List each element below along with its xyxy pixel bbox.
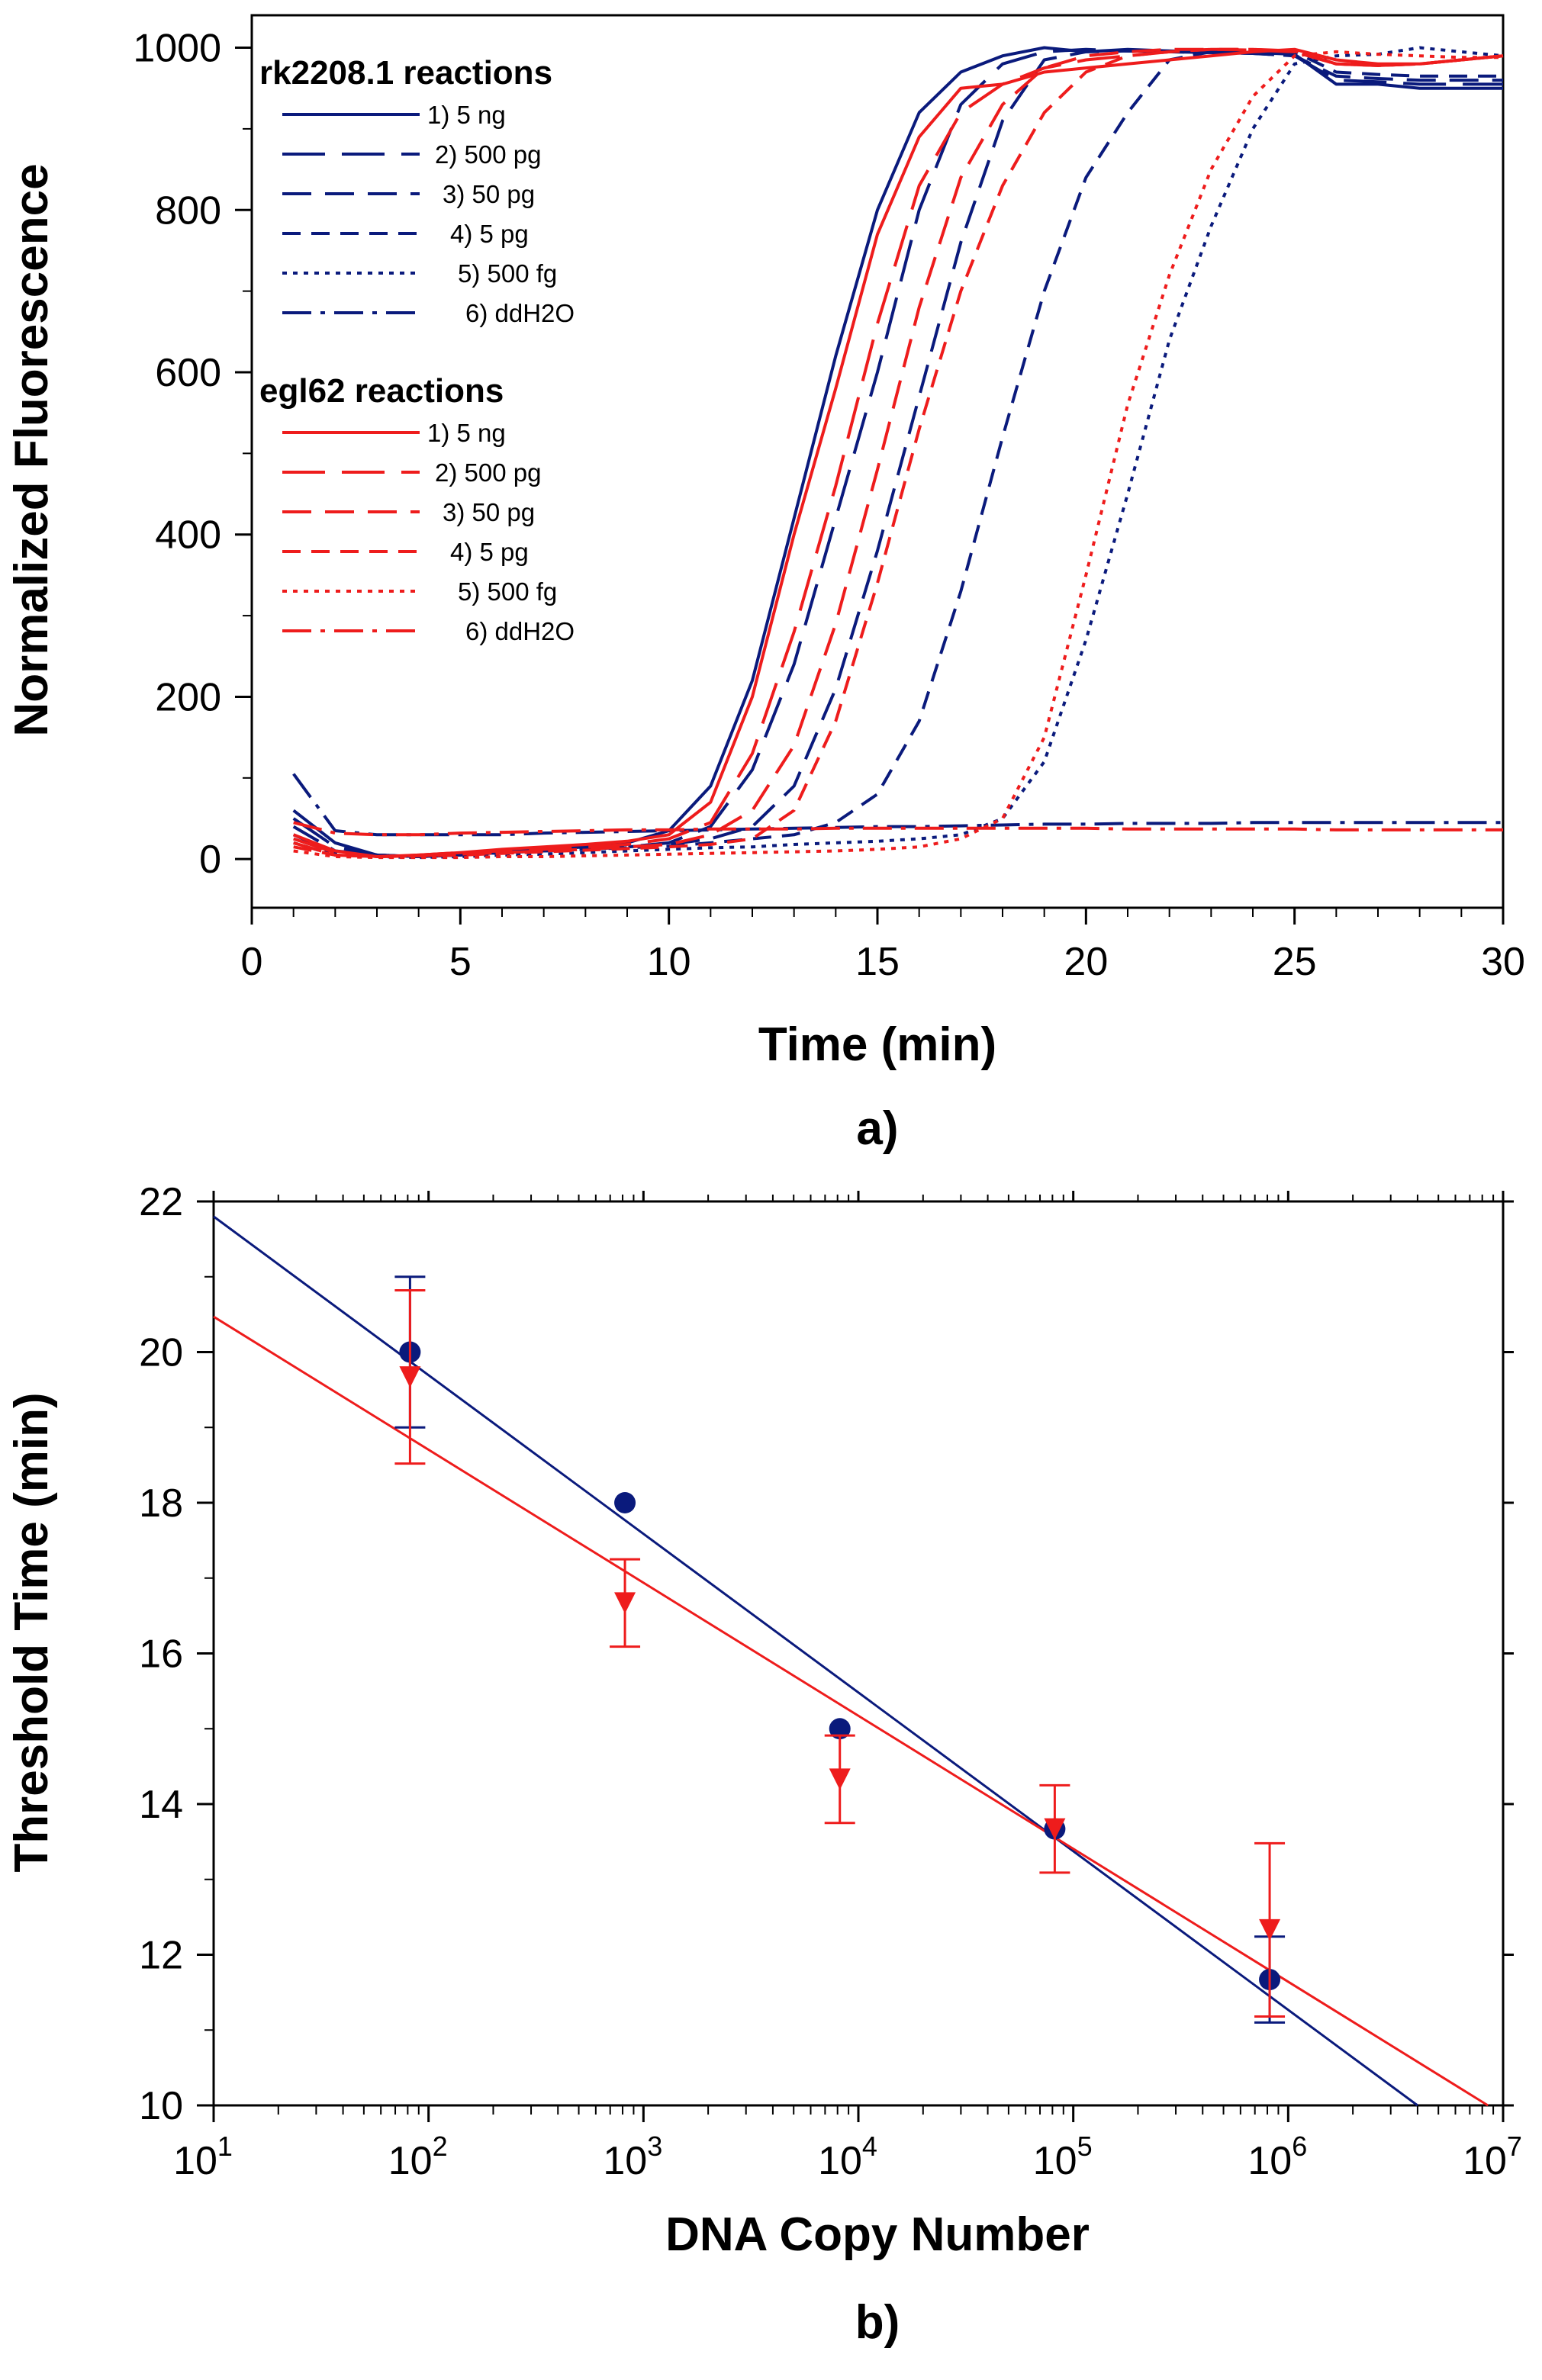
chart-a-xtick-label: 5 [449, 940, 472, 984]
chart-a-legend-entry: 4) 5 pg [450, 538, 529, 566]
chart-a-xtick-label: 30 [1481, 940, 1525, 984]
chart-a-series-line-3 [292, 49, 1503, 858]
chart-b-xtick-exponent: 5 [1077, 2131, 1093, 2162]
chart-b-ytick-label: 10 [139, 2084, 183, 2128]
chart-a-series-line-12 [293, 821, 1503, 837]
chart-b-point-triangle [829, 1768, 851, 1790]
chart-a-ytick-label: 1000 [133, 27, 221, 71]
chart-b-frame [212, 1200, 1505, 2107]
chart-b-xlabel: DNA Copy Number [665, 2208, 1090, 2261]
chart-a-series-line-2 [292, 47, 1503, 858]
chart-b-ytick-label: 18 [139, 1481, 183, 1526]
chart-b-xtick-exponent: 1 [217, 2131, 233, 2162]
chart-a-legend-entry: 1) 5 ng [427, 419, 506, 447]
chart-b-xtick-label: 105 [1033, 2131, 1093, 2183]
chart-b-fit-line-rk2208.1 [213, 1215, 1418, 2107]
chart-a-legend-entry: 6) ddH2O [465, 299, 575, 327]
chart-b-xtick-base: 10 [1247, 2139, 1292, 2183]
chart-a-series-line-6 [292, 773, 1503, 837]
chart-a-legend-entry: 4) 5 pg [450, 220, 529, 248]
chart-a-xtick-label: 15 [855, 940, 900, 984]
chart-b-fit-line-egl62 [213, 1315, 1489, 2107]
chart-a-legend-entry: 2) 500 pg [435, 140, 541, 169]
chart-a-series-line-4 [292, 49, 1503, 858]
chart-b-ytick-label: 20 [139, 1331, 183, 1375]
chart-a-panel-label: a) [856, 1102, 898, 1155]
chart-a-series-line-5 [293, 46, 1504, 860]
chart-a-legend-entry: 5) 500 fg [458, 259, 557, 288]
chart-b-xtick-label: 102 [388, 2131, 448, 2183]
chart-a-xtick-label: 10 [647, 940, 691, 984]
chart-b-xtick-base: 10 [173, 2139, 217, 2183]
chart-a-legend-title: egl62 reactions [259, 372, 504, 410]
chart-a-series-line-1 [292, 46, 1503, 858]
chart-a-ytick-label: 0 [199, 838, 221, 882]
chart-b-ylabel: Threshold Time (min) [5, 1392, 58, 1872]
chart-b-xtick-label: 101 [173, 2131, 233, 2183]
chart-a-legend-entry: 3) 50 pg [443, 498, 535, 526]
chart-a-series-line-11 [293, 50, 1503, 860]
chart-a-legend-entry: 3) 50 pg [443, 180, 535, 208]
chart-b-point-triangle [1259, 1918, 1281, 1941]
chart-b-xtick-base: 10 [1033, 2139, 1077, 2183]
chart-a-ylabel: Normalized Fluorescence [5, 163, 58, 736]
chart-b-point-triangle [1044, 1818, 1066, 1840]
chart-b-xtick-exponent: 4 [862, 2131, 877, 2162]
chart-a: 0 5 10 15 20 25 30 0 200 400 600 800 1000 rk2208.1 re… [133, 14, 1525, 984]
chart-a-series-line-8 [293, 47, 1504, 858]
chart-b-point-circle [829, 1718, 851, 1740]
chart-a-series-line-10 [293, 47, 1504, 858]
chart-a-xtick-label: 25 [1273, 940, 1317, 984]
chart-b-xtick-base: 10 [818, 2139, 862, 2183]
chart-a-legend-entry: 2) 500 pg [435, 458, 541, 487]
chart-b-xtick-label: 107 [1463, 2131, 1522, 2183]
chart-a-xlabel: Time (min) [758, 1018, 996, 1071]
chart-b-ytick-label: 12 [139, 1934, 183, 1978]
chart-a-ytick-label: 200 [155, 675, 221, 719]
chart-b-xtick-exponent: 6 [1292, 2131, 1307, 2162]
chart-b-xtick-label: 103 [603, 2131, 662, 2183]
chart-a-legend-entry: 6) ddH2O [465, 617, 575, 645]
chart-a-series-line-7 [292, 47, 1504, 858]
chart-a-ytick-label: 400 [155, 513, 221, 558]
chart-b-xtick-exponent: 7 [1507, 2131, 1522, 2162]
chart-b-xtick-base: 10 [1463, 2139, 1507, 2183]
chart-b-xtick-label: 106 [1247, 2131, 1307, 2183]
chart-a-ytick-label: 800 [155, 188, 221, 233]
chart-b-point-triangle [399, 1366, 421, 1388]
chart-b-point-circle [614, 1492, 636, 1513]
chart-b-xtick-exponent: 3 [647, 2131, 662, 2162]
chart-b-xtick-label: 104 [818, 2131, 877, 2183]
chart-a-legend-entry: 5) 500 fg [458, 577, 557, 606]
chart-b-point-triangle [614, 1592, 636, 1614]
chart-a-legend-title: rk2208.1 reactions [259, 54, 552, 92]
chart-b-panel-label: b) [855, 2296, 900, 2349]
chart-a-legend-entry: 1) 5 ng [427, 101, 506, 129]
chart-a-xtick-label: 20 [1064, 940, 1108, 984]
chart-a-ytick-label: 600 [155, 351, 221, 395]
chart-b-ytick-label: 22 [139, 1180, 183, 1224]
chart-b-ytick-label: 14 [139, 1783, 183, 1827]
chart-b-ytick-label: 16 [139, 1632, 183, 1677]
chart-b-xtick-base: 10 [603, 2139, 647, 2183]
chart-b-xtick-base: 10 [388, 2139, 433, 2183]
chart-a-xtick-label: 0 [241, 940, 263, 984]
chart-b-xtick-exponent: 2 [433, 2131, 448, 2162]
chart-a-series-line-9 [293, 47, 1504, 858]
